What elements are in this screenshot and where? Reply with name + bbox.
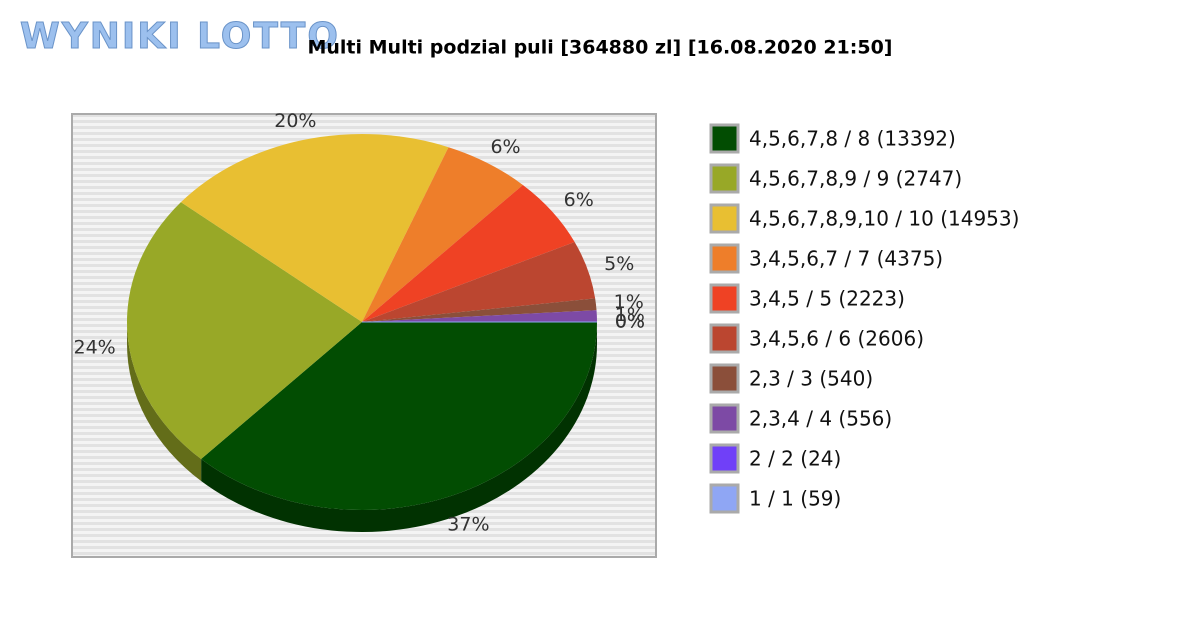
value-label: 6% xyxy=(564,189,594,211)
legend-swatch xyxy=(709,163,740,194)
slice xyxy=(362,298,597,322)
legend-label: 4,5,6,7,8,9 / 9 (2747) xyxy=(749,167,962,191)
legend-swatch xyxy=(709,443,740,474)
slice xyxy=(180,134,449,322)
value-label: 20% xyxy=(274,110,316,132)
slice xyxy=(362,241,596,322)
legend-swatch xyxy=(709,243,740,274)
legend-swatch xyxy=(709,283,740,314)
chart-title: Multi Multi podzial puli [364880 zl] [16… xyxy=(307,37,892,59)
legend-label: 2,3 / 3 (540) xyxy=(749,367,873,391)
slice xyxy=(126,202,362,460)
value-label: 24% xyxy=(74,337,116,359)
value-label: 1% xyxy=(614,291,644,313)
slice xyxy=(201,322,598,510)
logo: WYNIKI LOTTO xyxy=(20,16,340,57)
legend-label: 1 / 1 (59) xyxy=(749,487,841,511)
legend-label: 3,4,5,6 / 6 (2606) xyxy=(749,327,924,351)
value-label: 37% xyxy=(447,513,489,535)
slice xyxy=(362,310,597,322)
legend-swatch xyxy=(709,123,740,154)
legend-swatch xyxy=(709,483,740,514)
legend-swatch xyxy=(709,323,740,354)
value-label: 1% xyxy=(615,304,645,326)
slice xyxy=(362,184,575,322)
slice-side xyxy=(201,322,598,533)
value-label: 0% xyxy=(615,311,645,333)
legend-label: 2 / 2 (24) xyxy=(749,447,841,471)
slice xyxy=(362,147,523,322)
legend-swatch xyxy=(709,203,740,234)
legend-swatch xyxy=(709,403,740,434)
legend-label: 2,3,4 / 4 (556) xyxy=(749,407,892,431)
legend-label: 4,5,6,7,8 / 8 (13392) xyxy=(749,127,956,151)
legend-label: 3,4,5 / 5 (2223) xyxy=(749,287,905,311)
legend-label: 3,4,5,6,7 / 7 (4375) xyxy=(749,247,943,271)
legend-swatch xyxy=(709,363,740,394)
value-label: 0% xyxy=(615,311,645,333)
value-label: 5% xyxy=(604,253,634,275)
value-label: 6% xyxy=(490,136,520,158)
legend-label: 4,5,6,7,8,9,10 / 10 (14953) xyxy=(749,207,1019,231)
slice-side xyxy=(127,322,202,482)
